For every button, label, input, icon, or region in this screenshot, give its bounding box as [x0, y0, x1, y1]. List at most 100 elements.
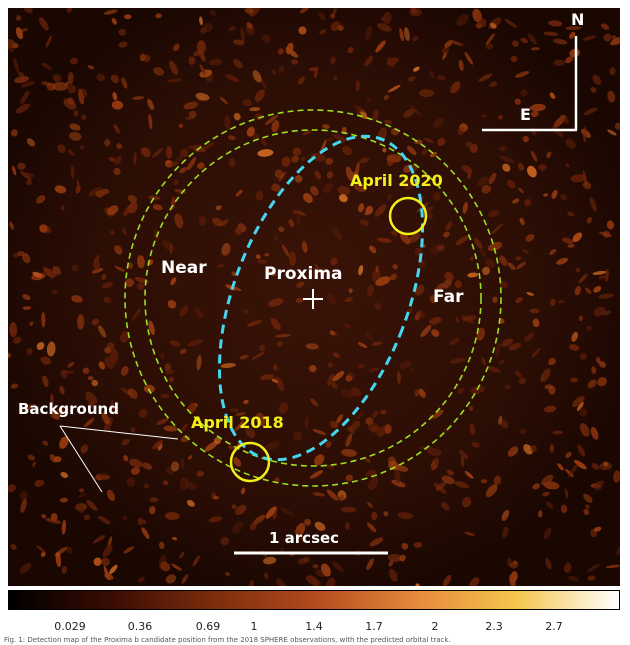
speckle [310, 398, 319, 407]
detection-map: N E Near Proxima Far Background April 20… [8, 8, 620, 586]
speckle [116, 143, 123, 150]
speckle [399, 360, 412, 370]
speckle [613, 470, 620, 483]
speckle [388, 560, 394, 567]
speckle [70, 57, 79, 65]
speckle [15, 15, 22, 21]
speckle [269, 269, 277, 277]
speckle [85, 397, 90, 402]
speckle [593, 286, 602, 293]
speckle [582, 126, 587, 143]
colorbar-tick-label: 0.029 [54, 620, 86, 633]
speckle [122, 227, 127, 236]
speckle [121, 77, 128, 89]
speckle [41, 81, 52, 86]
speckle [312, 429, 326, 435]
speckle [148, 195, 161, 200]
speckle [173, 43, 180, 52]
speckle [255, 190, 264, 201]
speckle [530, 103, 546, 112]
speckle [358, 265, 364, 276]
speckle [327, 373, 334, 386]
speckle [246, 22, 253, 29]
speckle [114, 245, 123, 255]
speckle [412, 35, 419, 42]
speckle [489, 22, 497, 29]
speckle [109, 564, 118, 575]
speckle [434, 283, 445, 294]
speckle [587, 575, 596, 581]
speckle [565, 452, 572, 458]
speckle [70, 164, 75, 179]
speckle [502, 526, 509, 539]
speckle [598, 231, 613, 237]
speckle [377, 237, 392, 243]
speckle [10, 129, 18, 137]
speckle [591, 366, 597, 375]
speckle [583, 107, 598, 116]
speckle [548, 385, 556, 395]
speckle [436, 244, 445, 251]
speckle [399, 554, 406, 562]
speckle [557, 463, 564, 471]
speckle [593, 526, 602, 532]
speckle [598, 293, 614, 299]
speckle [178, 123, 184, 128]
speckle [343, 323, 352, 329]
speckle [348, 288, 353, 294]
speckle [551, 189, 558, 199]
speckle [164, 512, 180, 520]
speckle [432, 117, 445, 129]
speckle [593, 306, 606, 317]
speckle [19, 562, 32, 574]
colorbar-tick-label: 2.3 [485, 620, 503, 633]
speckle [209, 516, 223, 523]
speckle [386, 154, 402, 163]
speckle [462, 201, 468, 214]
speckle [345, 474, 353, 482]
speckle [109, 405, 115, 410]
speckle [86, 499, 98, 512]
orbit-ellipse [217, 134, 425, 462]
speckle [476, 328, 485, 341]
speckle [166, 161, 179, 168]
speckle [419, 89, 434, 98]
speckle [488, 172, 497, 185]
speckle [488, 210, 500, 217]
speckle [118, 41, 128, 48]
speckle [326, 137, 334, 142]
speckle [561, 237, 574, 245]
speckle [57, 144, 66, 154]
speckle [199, 64, 206, 74]
speckle [326, 293, 337, 305]
speckle [471, 441, 480, 448]
speckle [586, 325, 592, 331]
speckle [298, 557, 308, 565]
speckle [165, 574, 177, 584]
speckle [434, 456, 440, 466]
speckle [183, 101, 199, 110]
speckle [563, 562, 572, 573]
speckle [327, 362, 333, 368]
speckle [575, 267, 581, 273]
speckle [67, 71, 74, 85]
speckle [520, 37, 528, 44]
speckle [156, 418, 169, 426]
speckle [19, 491, 28, 500]
speckle [522, 248, 530, 254]
speckle [80, 114, 87, 121]
speckle [329, 421, 339, 429]
speckle [507, 446, 519, 457]
speckle [67, 361, 75, 368]
speckle [540, 165, 545, 173]
speckle [577, 444, 586, 457]
speckle [300, 8, 311, 14]
speckle [302, 193, 313, 203]
speckle [242, 98, 252, 107]
speckle [132, 96, 145, 100]
speckle [387, 553, 402, 563]
speckle [181, 423, 189, 432]
speckle [487, 365, 501, 373]
speckle [52, 410, 61, 421]
speckle [353, 183, 366, 193]
